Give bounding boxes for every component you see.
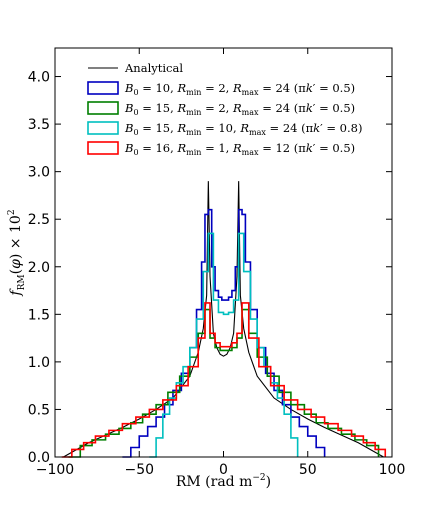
legend-label-0: Analytical xyxy=(124,61,183,75)
plot-series-layer xyxy=(61,181,387,458)
series-line-1 xyxy=(122,208,326,458)
y-tick-label: 0.5 xyxy=(28,402,50,418)
y-tick-label: 2.0 xyxy=(28,260,50,276)
series-line-0 xyxy=(63,181,384,458)
y-tick-label: 3.5 xyxy=(28,117,50,133)
x-tick-label: 100 xyxy=(379,462,406,478)
y-tick-label: 1.0 xyxy=(28,355,50,371)
legend: Analytical B0 = 10, Rmin = 2, Rmax = 24 (… xyxy=(87,61,362,157)
axis-ticks: −100 −50 0 50 100 0.0 0.5 1.0 1.5 2.0 2.5 3.0 3.5 4.0 xyxy=(28,48,406,478)
series-line-2 xyxy=(68,308,380,458)
x-tick-label: −100 xyxy=(36,462,74,478)
series-line-3 xyxy=(149,232,299,458)
x-tick-label: 50 xyxy=(299,462,317,478)
y-tick-label: 1.5 xyxy=(28,307,50,323)
x-axis-label: RM (rad m−2) xyxy=(176,473,271,490)
legend-swatch-1 xyxy=(87,81,119,95)
legend-swatch-2 xyxy=(87,101,119,115)
y-tick-label: 3.0 xyxy=(28,165,50,181)
legend-label-3: B0 = 15, Rmin = 10, Rmax = 24 (πk′ = 0.8… xyxy=(124,121,362,137)
x-tick-label: −50 xyxy=(124,462,154,478)
legend-label-4: B0 = 16, Rmin = 1, Rmax = 12 (πk′ = 0.5) xyxy=(124,141,355,157)
y-tick-label: 0.0 xyxy=(28,450,50,466)
y-axis-label: fRM(φ) × 102 xyxy=(7,209,27,296)
series-line-4 xyxy=(61,302,387,458)
x-tick-label: 0 xyxy=(219,462,228,478)
y-tick-label: 4.0 xyxy=(28,70,50,86)
y-tick-label: 2.5 xyxy=(28,212,50,228)
legend-label-2: B0 = 15, Rmin = 2, Rmax = 24 (πk′ = 0.5) xyxy=(124,101,355,117)
legend-swatch-4 xyxy=(87,141,119,155)
legend-swatch-3 xyxy=(87,121,119,135)
legend-label-1: B0 = 10, Rmin = 2, Rmax = 24 (πk′ = 0.5) xyxy=(124,81,355,97)
